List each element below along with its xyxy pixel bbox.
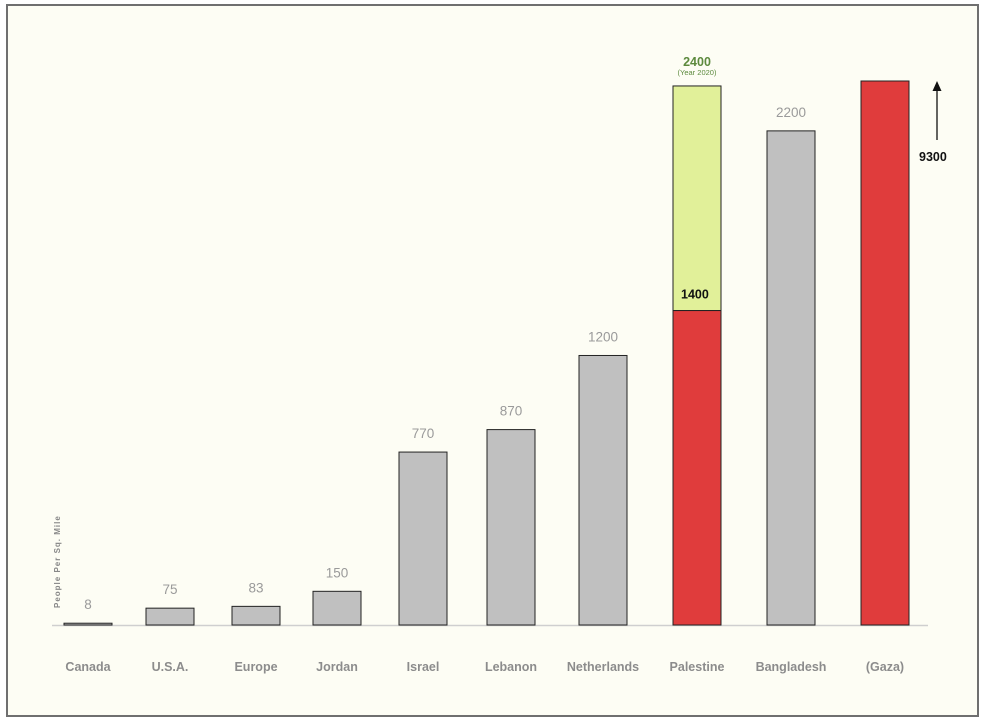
value-label-bangladesh: 2200 <box>776 105 806 120</box>
projection-value-label: 2400 <box>683 55 711 69</box>
bar-gaza <box>860 80 910 626</box>
category-label-u-s-a: U.S.A. <box>152 660 189 674</box>
category-label-gaza: (Gaza) <box>866 660 904 674</box>
bar-palestine <box>672 310 722 626</box>
bar-israel <box>398 451 448 626</box>
scale-break-arrow-head <box>932 81 942 91</box>
y-axis-label: People Per Sq. Mile <box>53 515 62 608</box>
category-label-europe: Europe <box>234 660 277 674</box>
category-label-palestine: Palestine <box>670 660 725 674</box>
category-label-jordan: Jordan <box>316 660 358 674</box>
bar-palestine-projection <box>672 85 722 312</box>
value-label-netherlands: 1200 <box>588 329 618 344</box>
bar-bangladesh <box>766 130 816 626</box>
value-label-israel: 770 <box>412 426 435 441</box>
category-label-bangladesh: Bangladesh <box>756 660 827 674</box>
category-label-lebanon: Lebanon <box>485 660 537 674</box>
value-label-canada: 8 <box>84 597 92 612</box>
value-label-europe: 83 <box>248 580 263 595</box>
category-label-netherlands: Netherlands <box>567 660 639 674</box>
value-label-lebanon: 870 <box>500 404 523 419</box>
value-label-jordan: 150 <box>326 565 349 580</box>
projection-year-label: (Year 2020) <box>678 68 717 77</box>
value-label-palestine: 1400 <box>681 288 709 302</box>
bar-canada <box>63 622 113 626</box>
category-label-israel: Israel <box>407 660 440 674</box>
bar-jordan <box>312 590 362 626</box>
value-label-gaza: 9300 <box>919 150 947 164</box>
bar-u-s-a <box>145 607 195 626</box>
bar-lebanon <box>486 429 536 626</box>
category-label-canada: Canada <box>65 660 111 674</box>
bar-europe <box>231 605 281 626</box>
value-label-u-s-a: 75 <box>162 582 177 597</box>
bar-netherlands <box>578 354 628 626</box>
